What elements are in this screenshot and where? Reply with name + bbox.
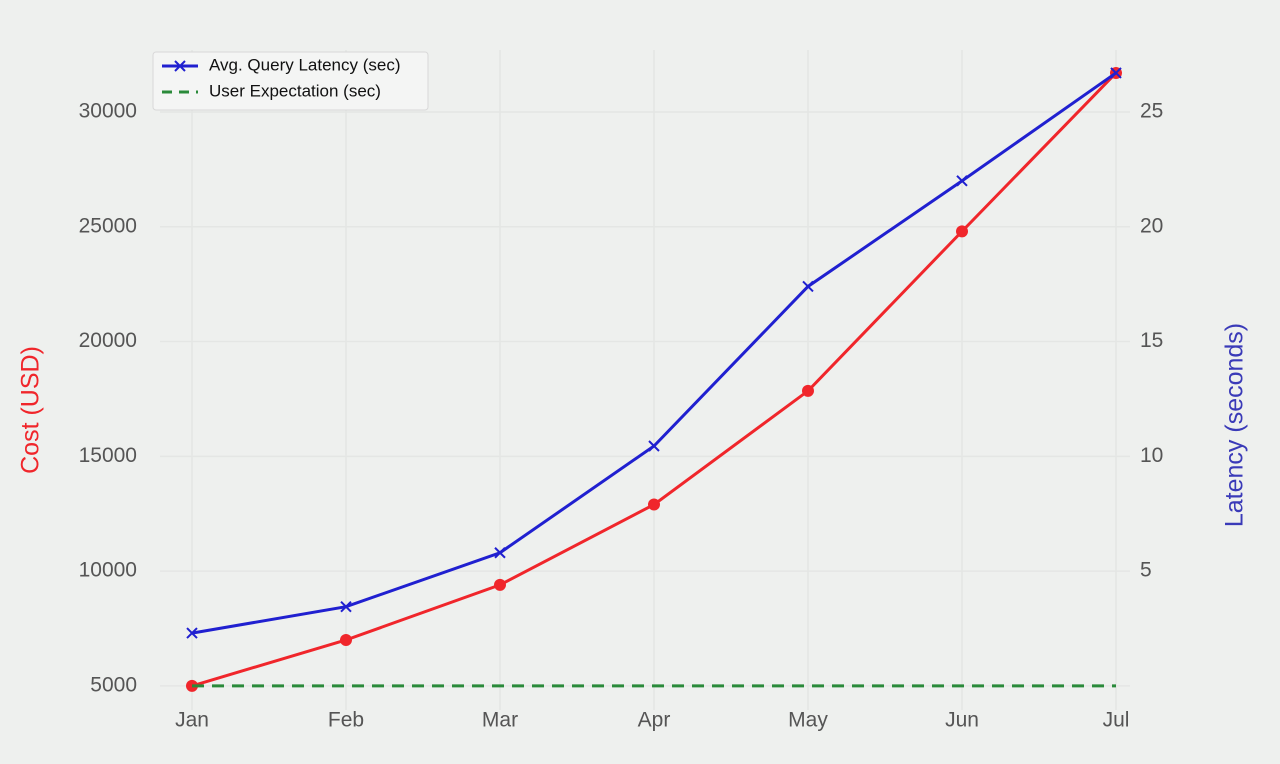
point — [956, 225, 968, 238]
y2-tick-label: 25 — [1140, 100, 1163, 123]
legend-marker — [174, 60, 186, 72]
point — [494, 578, 506, 591]
legend: Avg. Query Latency (sec) User Expectation… — [152, 51, 429, 111]
legend-box — [152, 51, 429, 111]
y-tick-label: 25000 — [79, 214, 137, 237]
legend-label: User Expectation (sec) — [209, 81, 381, 100]
point — [956, 175, 968, 187]
x-tick-label: Apr — [638, 709, 671, 732]
y-tick-label: 30000 — [79, 100, 137, 123]
point — [1110, 67, 1122, 79]
x-tick-label: Feb — [328, 709, 364, 732]
y-axis-label: Cost (USD) — [17, 346, 45, 474]
point — [648, 440, 660, 452]
point — [494, 547, 506, 559]
x-tick-label: Mar — [482, 709, 518, 732]
y2-tick-label: 15 — [1140, 329, 1163, 352]
y-tick-label: 15000 — [79, 444, 137, 467]
point — [802, 384, 814, 397]
point — [340, 600, 352, 613]
y2-tick-label: 10 — [1140, 444, 1163, 467]
y-tick-label: 5000 — [90, 673, 137, 696]
x-tick-label: Jul — [1103, 709, 1130, 732]
y-tick-label: 20000 — [79, 329, 137, 352]
legend-label: Avg. Query Latency (sec) — [209, 55, 401, 74]
x-tick-label: Jun — [945, 709, 979, 732]
point — [802, 280, 814, 293]
x-tick-label: May — [788, 709, 828, 732]
point — [340, 633, 352, 646]
point — [648, 498, 660, 511]
y-tick-label: 10000 — [79, 559, 137, 582]
point — [186, 627, 198, 639]
y2-tick-label: 20 — [1140, 214, 1163, 237]
x-tick-label: Jan — [175, 709, 209, 732]
y2-tick-label: 5 — [1140, 559, 1152, 582]
y2-axis-label: Latency (seconds) — [1221, 323, 1249, 527]
